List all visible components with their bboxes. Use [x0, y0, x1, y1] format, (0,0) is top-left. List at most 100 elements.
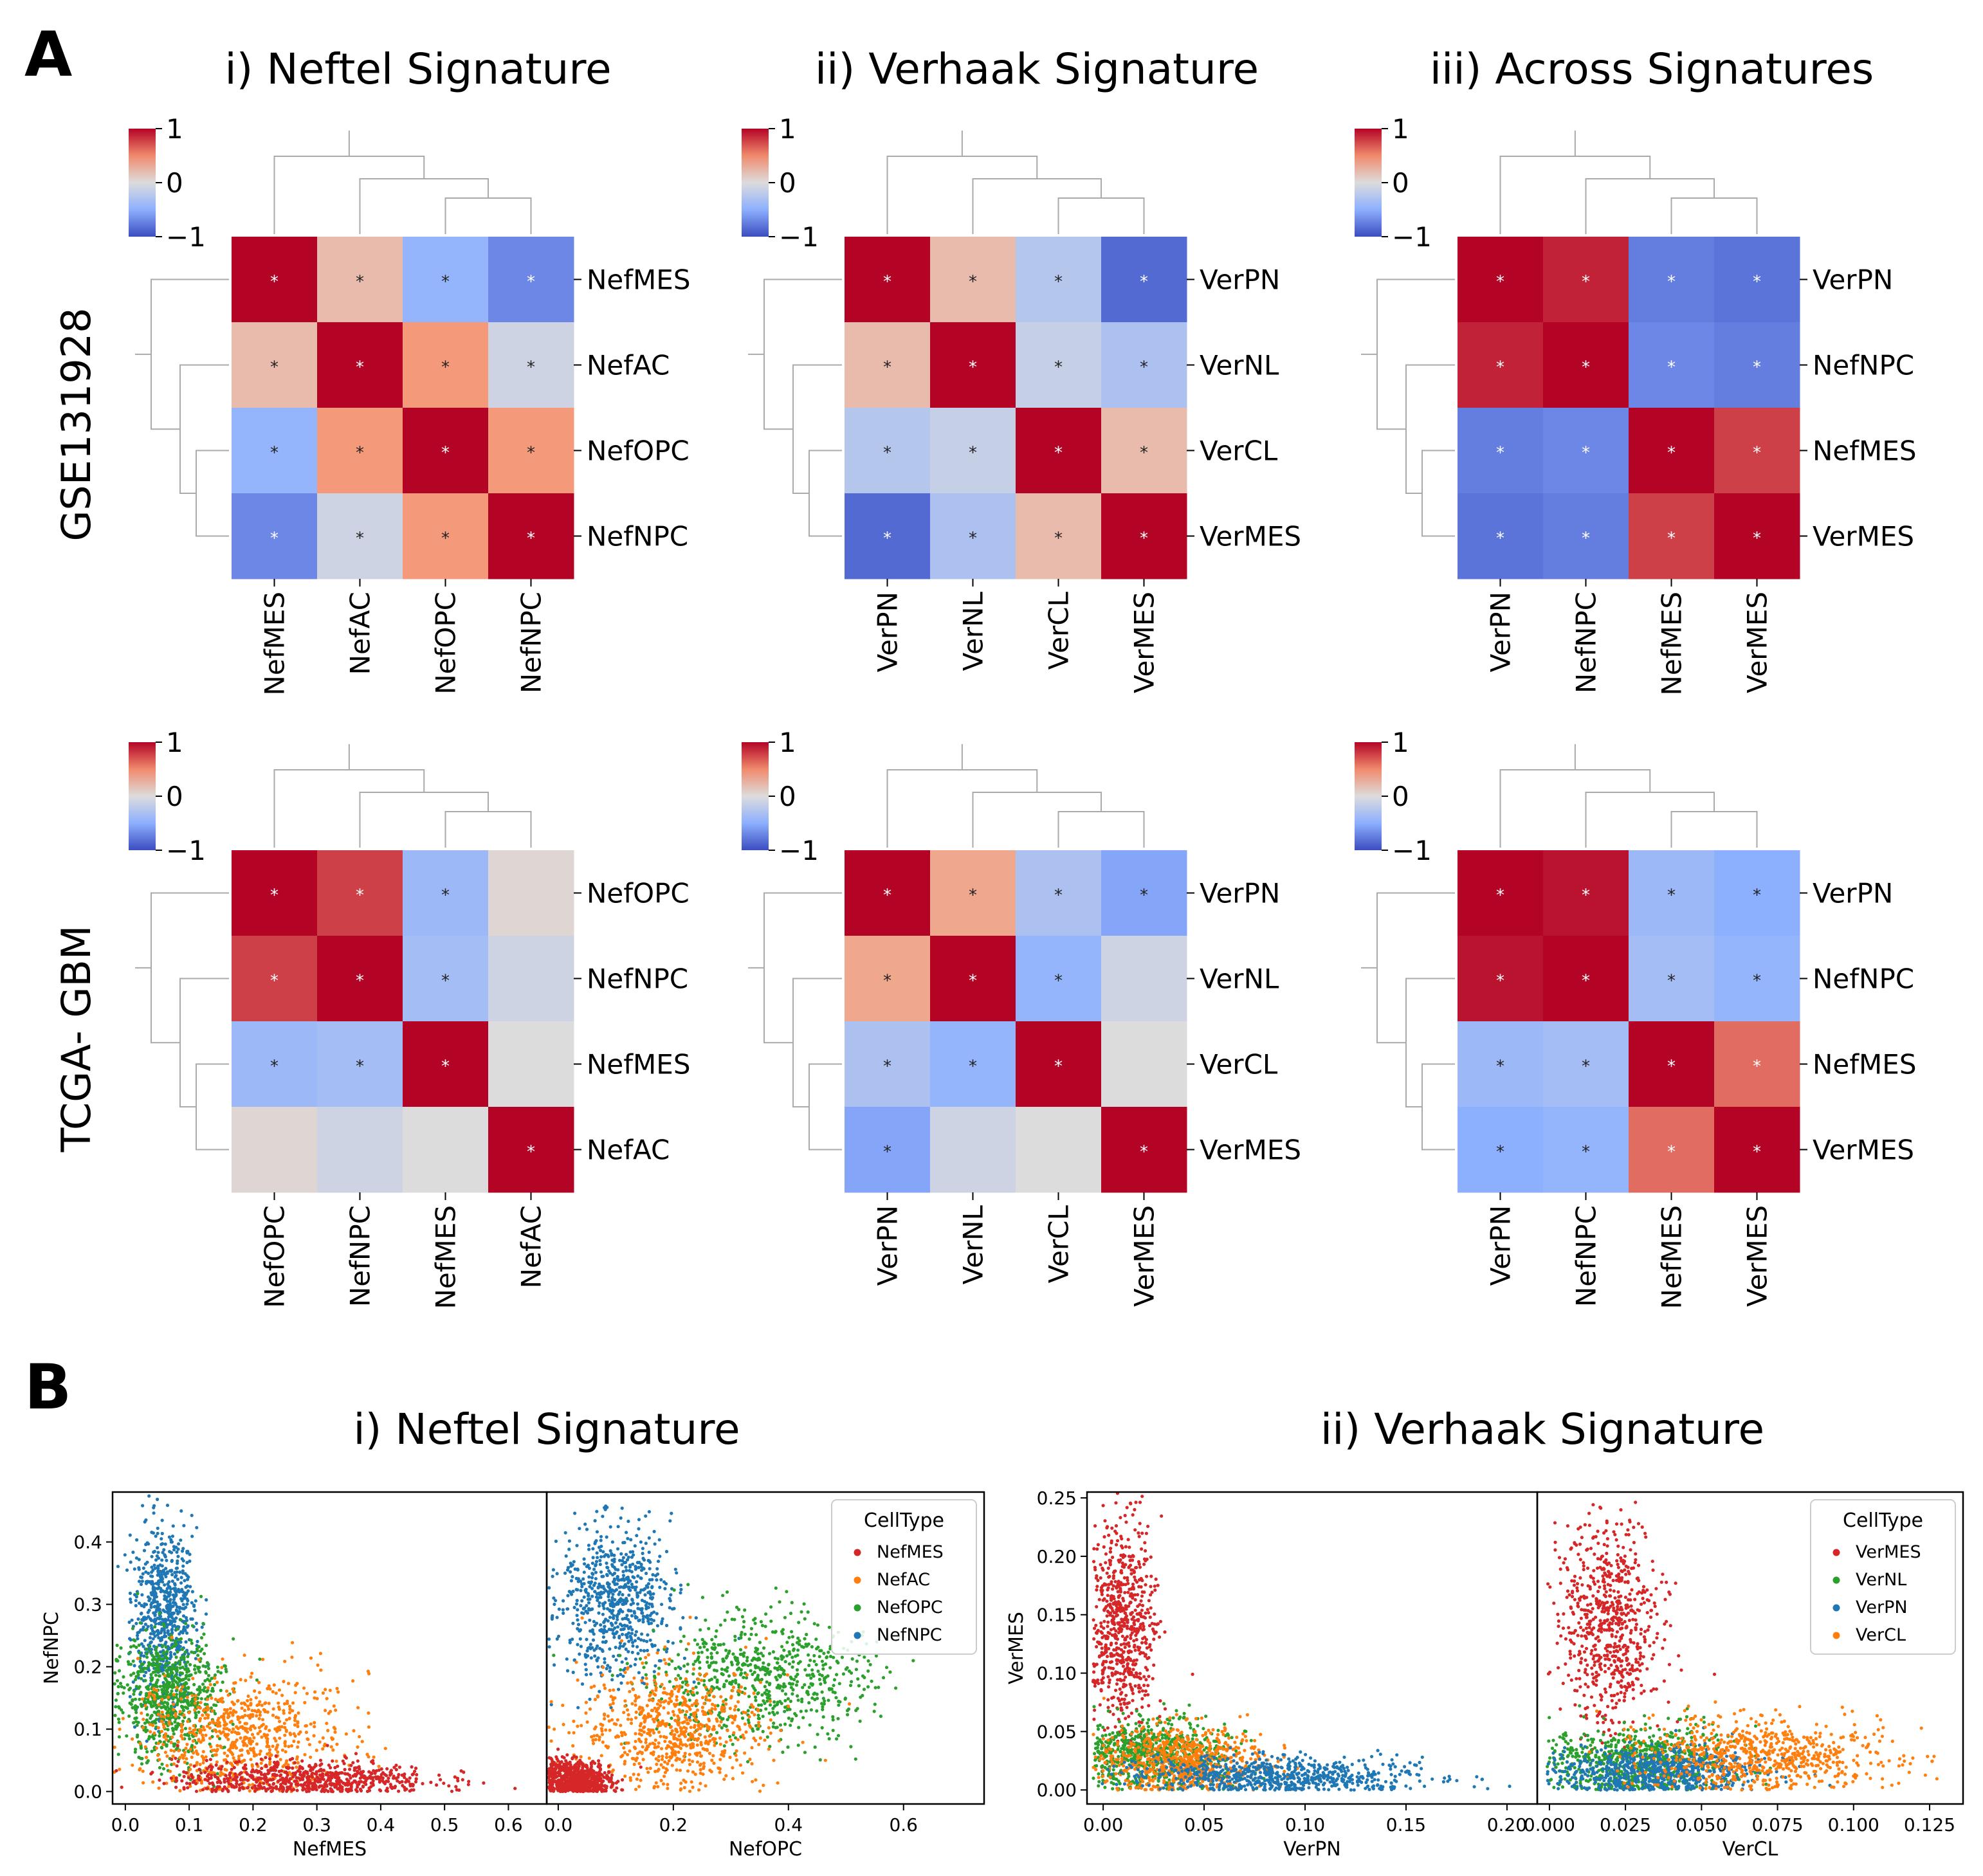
- scatter-point: [258, 1657, 262, 1661]
- scatter-point: [160, 1772, 163, 1776]
- scatter-point: [657, 1730, 661, 1734]
- scatter-point: [602, 1607, 606, 1610]
- scatter-point: [580, 1682, 585, 1686]
- scatter-point: [772, 1713, 776, 1717]
- scatter-point: [206, 1677, 210, 1681]
- scatter-point: [663, 1658, 666, 1662]
- scatter-point: [260, 1718, 265, 1722]
- scatter-point: [639, 1576, 643, 1580]
- scatter-point: [808, 1723, 812, 1727]
- scatter-point: [157, 1709, 161, 1713]
- scatter-point: [608, 1728, 612, 1732]
- scatter-point: [151, 1531, 156, 1535]
- scatter-point: [134, 1711, 138, 1715]
- scatter-point: [594, 1563, 598, 1567]
- scatter-point: [187, 1776, 190, 1780]
- scatter-point: [266, 1772, 270, 1776]
- scatter-point: [138, 1621, 142, 1625]
- scatter-point: [143, 1602, 147, 1606]
- scatter-point: [606, 1566, 610, 1570]
- scatter-point: [835, 1673, 839, 1677]
- scatter-point: [783, 1722, 787, 1726]
- scatter-point: [815, 1709, 819, 1713]
- scatter-point: [750, 1762, 754, 1766]
- scatter-point: [199, 1771, 203, 1775]
- scatter-point: [664, 1623, 669, 1628]
- scatter-point: [624, 1624, 628, 1628]
- scatter-point: [861, 1674, 865, 1678]
- scatter-point: [186, 1786, 190, 1790]
- scatter-point: [248, 1736, 252, 1740]
- scatter-point: [155, 1653, 159, 1657]
- scatter-point: [616, 1612, 621, 1616]
- scatter-point: [190, 1513, 194, 1517]
- scatter-point: [587, 1601, 591, 1605]
- scatter-point: [187, 1749, 190, 1753]
- scatter-point: [621, 1570, 625, 1574]
- scatter-point: [660, 1682, 664, 1686]
- scatter-point: [160, 1745, 163, 1749]
- scatter-point: [170, 1560, 174, 1563]
- scatter-point: [195, 1525, 199, 1529]
- scatter-point: [143, 1623, 147, 1626]
- scatter-point: [291, 1701, 295, 1705]
- significance-star: *: [1667, 273, 1676, 292]
- scatter-point: [271, 1772, 275, 1777]
- scatter-point: [356, 1759, 360, 1763]
- scatter-point: [575, 1544, 579, 1547]
- scatter-point: [234, 1785, 238, 1789]
- scatter-point: [176, 1744, 179, 1747]
- scatter-point: [163, 1555, 167, 1559]
- scatter-point: [625, 1614, 629, 1617]
- scatter-point: [717, 1687, 721, 1691]
- scatter-point: [196, 1649, 199, 1653]
- scatter-point: [205, 1643, 208, 1648]
- scatter-point: [749, 1669, 753, 1673]
- scatter-point: [185, 1695, 189, 1699]
- scatter-point: [246, 1698, 250, 1702]
- heatmap-cell: [1629, 850, 1715, 936]
- significance-star: *: [969, 972, 977, 991]
- col-label: VerMES: [1129, 1205, 1160, 1307]
- scatter-point: [803, 1751, 807, 1754]
- scatter-point: [633, 1662, 637, 1666]
- scatter-point: [309, 1755, 313, 1759]
- scatter-point: [780, 1644, 784, 1648]
- scatter-point: [754, 1778, 758, 1782]
- significance-star: *: [969, 358, 977, 378]
- scatter-point: [185, 1631, 189, 1635]
- scatter-point: [272, 1683, 276, 1687]
- scatter-point: [805, 1632, 809, 1637]
- heatmap-cell: [1458, 322, 1544, 408]
- scatter-point: [619, 1552, 623, 1556]
- heatmap-cell: [1458, 850, 1544, 936]
- heatmap-cell: [488, 936, 574, 1022]
- scatter-point: [565, 1568, 570, 1572]
- scatter-point: [612, 1571, 617, 1575]
- scatter-point: [781, 1671, 785, 1675]
- scatter-point: [318, 1758, 323, 1762]
- heatmap-cell: [845, 408, 931, 494]
- scatter-point: [677, 1716, 681, 1720]
- scatter-point: [675, 1695, 679, 1698]
- scatter-point: [582, 1557, 586, 1561]
- scatter-point: [285, 1718, 289, 1722]
- scatter-point: [686, 1693, 690, 1697]
- scatter-point: [236, 1715, 240, 1719]
- scatter-point: [594, 1560, 599, 1563]
- scatter-point: [648, 1578, 652, 1582]
- scatter-point: [152, 1736, 156, 1740]
- scatter-point: [743, 1608, 747, 1612]
- panel-label-a: A: [24, 19, 72, 91]
- scatter-point: [231, 1753, 235, 1756]
- scatter-point: [694, 1685, 698, 1689]
- scatter-point: [159, 1575, 163, 1579]
- scatter-point: [165, 1558, 169, 1562]
- scatter-point: [116, 1691, 120, 1695]
- scatter-point: [619, 1742, 623, 1746]
- scatter-point: [160, 1518, 164, 1522]
- scatter-point: [192, 1751, 196, 1755]
- scatter-point: [184, 1677, 188, 1680]
- scatter-point: [461, 1778, 464, 1781]
- scatter-point: [574, 1661, 578, 1664]
